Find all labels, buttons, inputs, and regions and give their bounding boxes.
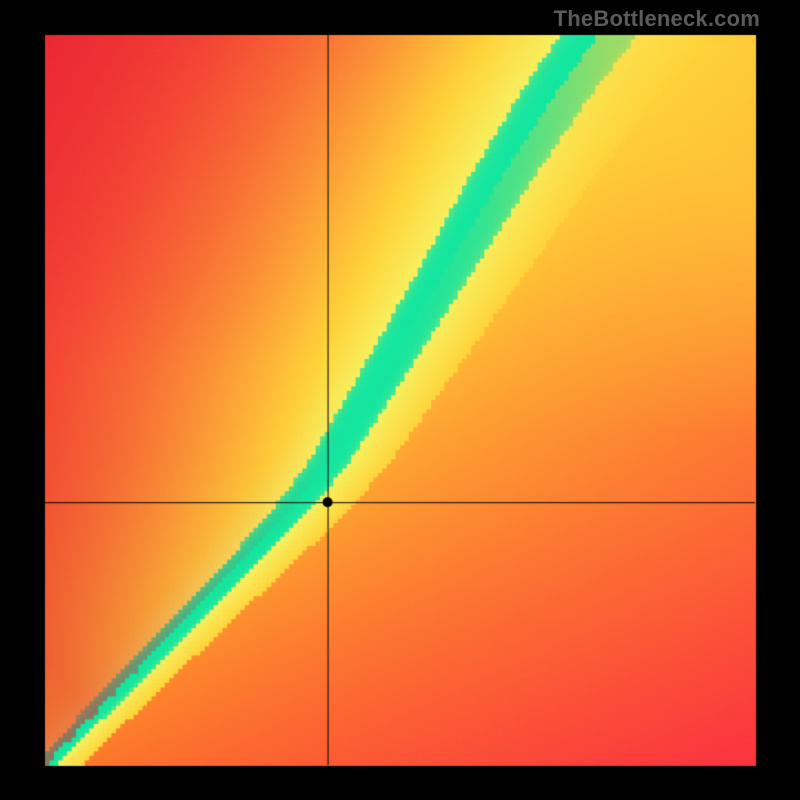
watermark-text: TheBottleneck.com (554, 6, 760, 32)
bottleneck-heatmap (0, 0, 800, 800)
